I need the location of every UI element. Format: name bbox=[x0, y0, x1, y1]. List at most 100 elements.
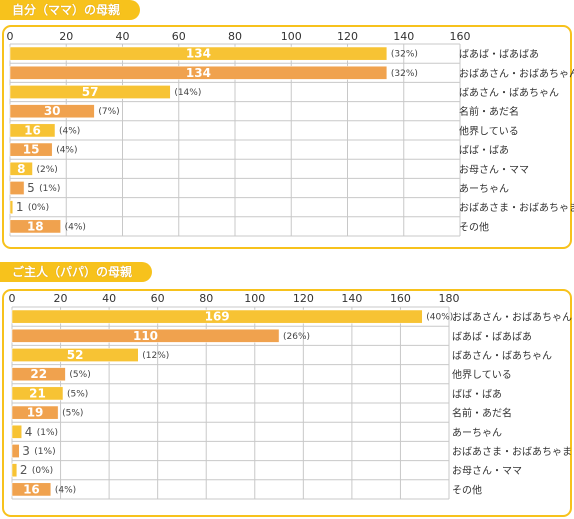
x-tick-label: 40 bbox=[116, 30, 130, 43]
bar-value-label: 52 bbox=[67, 348, 84, 362]
bar-value-label: 30 bbox=[44, 104, 61, 118]
bar-percent-label: (4%) bbox=[56, 146, 77, 156]
bar-percent-label: (5%) bbox=[67, 389, 88, 399]
category-label: ばあば・ばあばあ bbox=[459, 49, 539, 61]
bar-percent-label: (26%) bbox=[283, 332, 310, 342]
category-label: ばば・ばあ bbox=[452, 388, 502, 400]
bar-value-label: 1 bbox=[16, 200, 24, 214]
x-tick-label: 100 bbox=[244, 292, 265, 305]
bar bbox=[9, 161, 33, 176]
bar-percent-label: (4%) bbox=[59, 126, 80, 136]
bar-value-label: 2 bbox=[20, 463, 28, 477]
category-label: 他界している bbox=[459, 124, 519, 137]
category-label: おばあさん・おばあちゃん bbox=[452, 312, 572, 324]
x-tick-label: 160 bbox=[450, 30, 471, 43]
bar-percent-label: (12%) bbox=[142, 351, 169, 361]
category-label: おばあさま・おばあちゃま bbox=[452, 446, 572, 458]
bar bbox=[11, 348, 139, 362]
x-tick-label: 180 bbox=[439, 292, 460, 305]
bar-percent-label: (32%) bbox=[391, 50, 418, 60]
bar-chart-mama-mother: 0 20 40 60 80 100 120 140 160 134 (32%) ばあば・ばあばあ 134… bbox=[2, 25, 574, 249]
bar-percent-label: (5%) bbox=[62, 409, 83, 419]
bar bbox=[11, 444, 20, 458]
bar bbox=[9, 65, 388, 80]
bar-value-label: 110 bbox=[133, 329, 158, 343]
bar bbox=[11, 386, 64, 401]
x-tick-label: 100 bbox=[281, 30, 302, 43]
category-label: 名前・あだ名 bbox=[459, 105, 519, 118]
x-tick-label: 0 bbox=[7, 30, 14, 43]
category-label: ばあさん・ばあちゃん bbox=[459, 87, 559, 99]
x-tick-label: 140 bbox=[341, 292, 362, 305]
bar-percent-label: (1%) bbox=[37, 428, 58, 438]
chart-frame bbox=[2, 25, 572, 249]
bar-percent-label: (32%) bbox=[391, 69, 418, 79]
bar bbox=[9, 104, 95, 119]
x-tick-label: 80 bbox=[228, 30, 242, 43]
bar-percent-label: (4%) bbox=[55, 485, 76, 495]
x-tick-label: 120 bbox=[337, 30, 358, 43]
category-label: ばば・ばあ bbox=[459, 145, 509, 157]
bar-value-label: 21 bbox=[29, 386, 46, 400]
bar-value-label: 4 bbox=[25, 425, 33, 439]
bar-value-label: 22 bbox=[30, 367, 47, 381]
bar-percent-label: (1%) bbox=[39, 184, 60, 194]
bar bbox=[11, 463, 18, 478]
bar-value-label: 19 bbox=[27, 406, 44, 420]
x-tick-label: 140 bbox=[393, 30, 414, 43]
bar-value-label: 18 bbox=[27, 219, 44, 233]
category-label: 他界している bbox=[452, 368, 512, 381]
bar bbox=[11, 405, 59, 420]
x-tick-label: 80 bbox=[199, 292, 213, 305]
x-tick-label: 160 bbox=[390, 292, 411, 305]
bar bbox=[11, 367, 66, 382]
category-label: おばあさん・おばあちゃん bbox=[459, 68, 574, 80]
category-label: 名前・あだ名 bbox=[452, 407, 512, 420]
chart-panel-papa-mother: ご主人（パパ）の母親 0 20 40 60 80 100 120 140 160 180 169 (4… bbox=[0, 262, 574, 519]
category-label: ばあさん・ばあちゃん bbox=[452, 350, 552, 362]
category-label: ばあば・ばあばあ bbox=[452, 331, 532, 343]
category-label: お母さん・ママ bbox=[452, 465, 522, 477]
bar-percent-label: (0%) bbox=[28, 203, 49, 213]
category-label: あーちゃん bbox=[452, 427, 502, 439]
category-label: おばあさま・おばあちゃま bbox=[459, 202, 574, 214]
bar-percent-label: (4%) bbox=[65, 222, 86, 232]
bar-value-label: 16 bbox=[24, 123, 41, 137]
bar bbox=[9, 123, 56, 138]
bar bbox=[9, 181, 25, 195]
bar bbox=[11, 424, 22, 439]
x-tick-label: 20 bbox=[54, 292, 68, 305]
bar bbox=[9, 200, 14, 215]
bar-percent-label: (5%) bbox=[69, 370, 90, 380]
x-tick-label: 60 bbox=[172, 30, 186, 43]
bar-percent-label: (7%) bbox=[98, 107, 119, 117]
bar bbox=[11, 482, 52, 497]
x-tick-label: 0 bbox=[9, 292, 16, 305]
bar-value-label: 169 bbox=[205, 310, 230, 324]
chart-title: ご主人（パパ）の母親 bbox=[0, 262, 153, 282]
bar-value-label: 134 bbox=[186, 66, 211, 80]
x-tick-label: 40 bbox=[102, 292, 116, 305]
category-label: その他 bbox=[459, 220, 489, 233]
bar-percent-label: (14%) bbox=[174, 88, 201, 98]
bar-percent-label: (0%) bbox=[32, 466, 53, 476]
bar-percent-label: (1%) bbox=[34, 447, 55, 457]
bar bbox=[11, 328, 280, 343]
x-tick-label: 120 bbox=[293, 292, 314, 305]
bar-value-label: 8 bbox=[17, 162, 25, 176]
bar-percent-label: (2%) bbox=[37, 165, 58, 175]
bar-value-label: 5 bbox=[27, 181, 35, 195]
chart-panel-mama-mother: 自分（ママ）の母親 0 20 40 60 80 100 120 140 160 134 (32%) ば… bbox=[0, 0, 574, 252]
bar bbox=[9, 219, 61, 234]
bar-chart-papa-mother: 0 20 40 60 80 100 120 140 160 180 169 (40%)おばあさん・おば… bbox=[2, 289, 572, 517]
bar-value-label: 16 bbox=[23, 482, 40, 496]
bar-value-label: 57 bbox=[82, 85, 99, 99]
category-label: その他 bbox=[452, 483, 482, 496]
chart-title: 自分（ママ）の母親 bbox=[0, 0, 141, 20]
category-label: あーちゃん bbox=[459, 183, 509, 195]
bar-value-label: 3 bbox=[22, 444, 30, 458]
category-label: お母さん・ママ bbox=[459, 164, 529, 176]
bar bbox=[9, 46, 388, 61]
bar-value-label: 15 bbox=[23, 143, 40, 157]
bar bbox=[9, 142, 53, 157]
